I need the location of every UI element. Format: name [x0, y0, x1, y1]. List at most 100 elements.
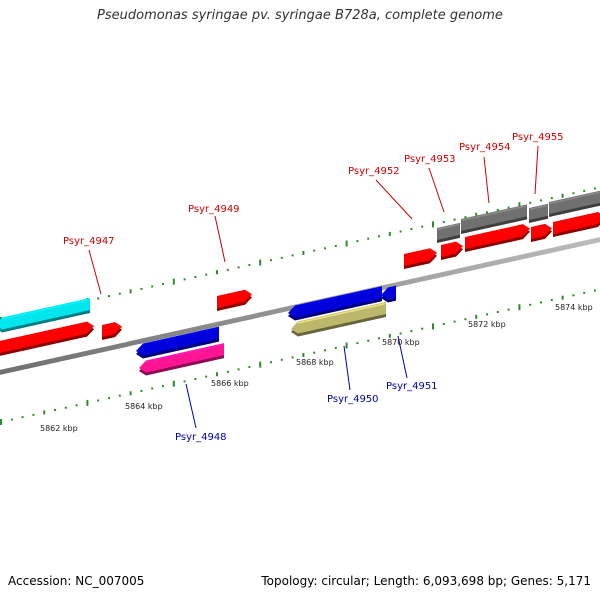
inner-tick — [97, 399, 100, 402]
feature-cds[interactable] — [136, 326, 219, 356]
gene-label-psyr-4951[interactable]: Psyr_4951 — [386, 381, 438, 392]
inner-tick — [313, 351, 316, 354]
outer-tick — [496, 209, 499, 211]
inner-tick — [270, 361, 272, 364]
feature-gray[interactable] — [461, 204, 527, 231]
feature-magenta[interactable] — [139, 343, 224, 373]
inner-tick — [0, 419, 2, 425]
feature-cds[interactable] — [404, 248, 437, 266]
inner-tick — [205, 375, 208, 378]
feature-cds[interactable] — [553, 212, 600, 234]
feature-cds-highlight — [531, 224, 546, 230]
outer-tick — [572, 192, 575, 195]
gene-label-psyr-4955[interactable]: Psyr_4955 — [512, 132, 564, 143]
inner-tick — [367, 339, 370, 342]
inner-tick — [259, 361, 262, 368]
feature-cyan-highlight — [1, 298, 90, 320]
gene-label-psyr-4952[interactable]: Psyr_4952 — [348, 166, 400, 177]
inner-tick — [302, 353, 305, 357]
outer-tick — [237, 266, 240, 269]
inner-tick — [86, 399, 89, 406]
outer-tick — [248, 264, 251, 266]
feature-gray[interactable] — [549, 190, 600, 214]
outer-tick — [432, 221, 434, 228]
genome-summary-text: Topology: circular; Length: 6,093,698 bp… — [261, 574, 591, 588]
outer-tick — [550, 197, 553, 200]
inner-tick — [421, 327, 424, 330]
inner-tick — [194, 378, 197, 380]
feature-khaki[interactable] — [291, 301, 386, 334]
outer-tick — [583, 189, 586, 192]
outer-tick — [324, 247, 326, 250]
gene-label-psyr-4950[interactable]: Psyr_4950 — [327, 394, 379, 405]
inner-tick — [183, 380, 186, 383]
outer-tick — [291, 254, 294, 257]
outer-tick — [345, 240, 348, 247]
inner-tick — [378, 337, 380, 340]
outer-tick — [216, 270, 218, 275]
inner-tick — [594, 289, 596, 292]
inner-tick — [453, 320, 456, 323]
outer-tick — [561, 193, 564, 198]
feature-gray[interactable] — [437, 222, 460, 240]
inner-tick — [10, 418, 13, 421]
accession-text: Accession: NC_007005 — [8, 574, 145, 588]
feature-track — [0, 190, 600, 376]
inner-tick — [226, 370, 229, 373]
feature-cds[interactable] — [288, 286, 382, 318]
gene-label-psyr-4954[interactable]: Psyr_4954 — [459, 142, 511, 153]
feature-cds-highlight — [441, 242, 457, 248]
label-leader-line — [428, 167, 445, 213]
label-leader-line — [397, 335, 408, 379]
inner-tick — [432, 323, 434, 330]
feature-cds[interactable] — [0, 321, 94, 354]
outer-tick — [475, 212, 478, 217]
feature-cyan[interactable] — [0, 297, 90, 330]
inner-tick — [291, 356, 294, 359]
gene-label-psyr-4953[interactable]: Psyr_4953 — [404, 154, 456, 165]
gene-label-psyr-4947[interactable]: Psyr_4947 — [63, 236, 115, 247]
outer-tick — [486, 211, 488, 214]
inner-tick — [486, 313, 488, 316]
outer-tick — [442, 221, 445, 223]
scale-label-5868: 5868 kbp — [296, 358, 334, 367]
outer-tick — [162, 283, 164, 286]
outer-tick — [226, 268, 229, 271]
outer-tick — [410, 228, 413, 231]
inner-tick — [129, 391, 132, 396]
label-leader-line — [375, 179, 413, 220]
inner-tick — [334, 346, 337, 349]
inner-tick — [356, 342, 359, 345]
outer-tick — [194, 276, 197, 278]
outer-tick — [270, 259, 272, 262]
inner-tick — [464, 318, 467, 321]
outer-tick — [518, 202, 521, 209]
inner-tick — [140, 389, 143, 392]
feature-cds-highlight — [294, 287, 382, 308]
outer-tick — [507, 206, 510, 209]
outer-tick — [183, 278, 186, 281]
inner-tick — [216, 372, 218, 377]
gene-label-psyr-4948[interactable]: Psyr_4948 — [175, 432, 227, 443]
feature-cds[interactable] — [465, 224, 530, 249]
outer-tick — [594, 187, 596, 190]
inner-tick — [54, 409, 56, 411]
outer-tick — [388, 231, 391, 236]
inner-tick — [118, 394, 121, 397]
gene-label-psyr-4949[interactable]: Psyr_4949 — [188, 204, 240, 215]
outer-tick — [140, 287, 143, 290]
inner-tick — [43, 410, 46, 415]
outer-tick — [356, 240, 359, 243]
label-leader-line — [534, 145, 539, 195]
feature-cds[interactable] — [381, 285, 396, 300]
feature-cds[interactable] — [217, 289, 252, 308]
inner-tick — [75, 404, 78, 407]
inner-tick — [248, 366, 251, 368]
outer-tick — [97, 297, 100, 300]
outer-tick — [280, 256, 283, 259]
scale-label-5872: 5872 kbp — [468, 320, 506, 329]
inner-tick — [572, 294, 575, 297]
scale-label-5866: 5866 kbp — [211, 379, 249, 388]
outer-tick — [464, 216, 467, 219]
